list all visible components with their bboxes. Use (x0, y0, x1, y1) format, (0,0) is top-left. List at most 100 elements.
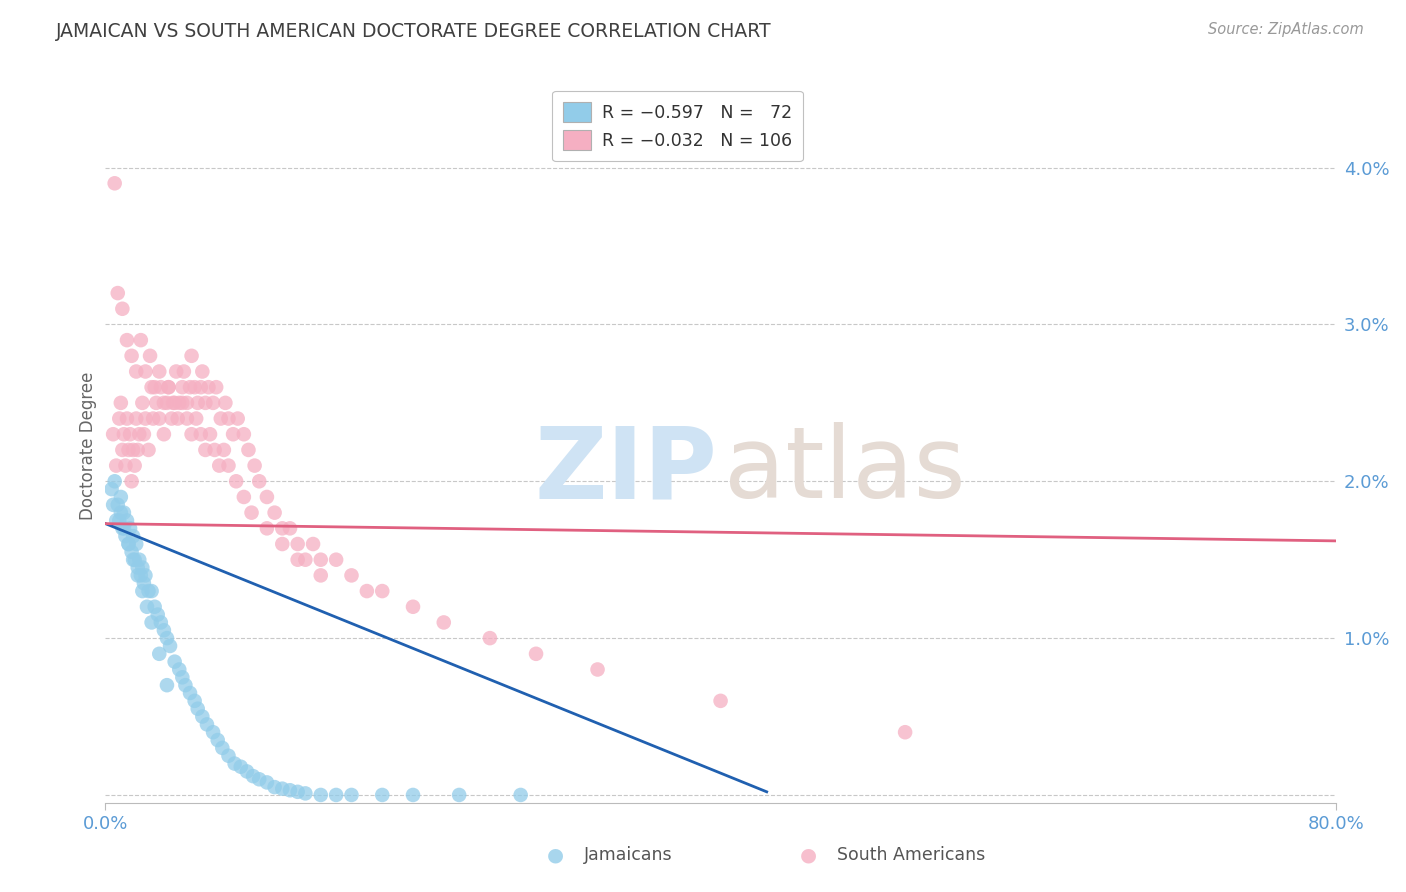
Point (128, 552, 150, 566)
Point (124, 552, 146, 566)
Point (179, 380, 201, 394)
Point (287, 552, 309, 566)
Point (114, 529, 136, 543)
Point (402, 599, 425, 614)
Point (120, 427, 141, 442)
Point (149, 615, 172, 630)
Text: Source: ZipAtlas.com: Source: ZipAtlas.com (1208, 22, 1364, 37)
Point (202, 725, 225, 739)
Point (138, 442, 160, 457)
Point (111, 442, 134, 457)
Point (122, 529, 145, 543)
Point (204, 442, 226, 457)
Point (191, 364, 214, 378)
Point (127, 568, 149, 582)
Point (128, 427, 150, 442)
Point (112, 427, 135, 442)
Point (117, 537, 139, 551)
Point (162, 396, 184, 410)
Point (232, 490, 254, 504)
Point (232, 427, 254, 442)
Point (197, 380, 219, 394)
Point (153, 396, 176, 410)
Point (271, 521, 294, 535)
Point (173, 364, 195, 378)
Point (129, 333, 152, 347)
Point (208, 458, 231, 473)
Point (180, 349, 202, 363)
Point (176, 396, 198, 410)
Point (101, 498, 124, 512)
Text: South Americans: South Americans (837, 846, 984, 863)
Point (125, 537, 148, 551)
Y-axis label: Doctorate Degree: Doctorate Degree (79, 372, 97, 520)
Point (433, 615, 456, 630)
Point (222, 427, 245, 442)
Point (247, 475, 270, 489)
Point (141, 615, 163, 630)
Point (105, 458, 128, 473)
Point (195, 717, 218, 731)
Point (127, 560, 149, 574)
Point (117, 537, 139, 551)
Point (229, 760, 252, 774)
Text: Jamaicans: Jamaicans (583, 846, 672, 863)
Point (586, 663, 609, 677)
Point (104, 176, 127, 190)
Point (174, 678, 197, 692)
Point (148, 411, 170, 425)
Point (121, 475, 143, 489)
Point (325, 788, 347, 802)
Point (115, 333, 138, 347)
Point (190, 380, 212, 394)
Point (110, 490, 132, 504)
Point (156, 396, 179, 410)
Point (478, 631, 501, 645)
Point (194, 396, 217, 410)
Point (183, 380, 205, 394)
Point (122, 552, 145, 566)
Point (159, 639, 181, 653)
Point (176, 411, 198, 425)
Point (139, 349, 162, 363)
Point (165, 364, 187, 378)
Point (110, 506, 132, 520)
Point (143, 380, 166, 394)
Point (187, 702, 209, 716)
Point (122, 442, 145, 457)
Point (194, 442, 217, 457)
Point (183, 694, 205, 708)
Point (214, 396, 236, 410)
Text: JAMAICAN VS SOUTH AMERICAN DOCTORATE DEGREE CORRELATION CHART: JAMAICAN VS SOUTH AMERICAN DOCTORATE DEG… (56, 22, 772, 41)
Point (169, 396, 191, 410)
Point (247, 772, 270, 787)
Point (202, 396, 225, 410)
Point (134, 568, 156, 582)
Point (271, 781, 294, 796)
Point (205, 380, 228, 394)
Point (107, 498, 129, 512)
Point (141, 584, 163, 599)
Point (111, 521, 134, 535)
Point (211, 740, 233, 755)
Point (224, 756, 246, 771)
Point (111, 301, 134, 316)
Point (156, 631, 179, 645)
Point (157, 380, 180, 394)
Point (172, 670, 194, 684)
Point (142, 411, 165, 425)
Point (225, 475, 247, 489)
Point (371, 584, 394, 599)
Point (125, 364, 148, 378)
Point (129, 568, 152, 582)
Point (153, 624, 176, 638)
Point (110, 396, 132, 410)
Point (302, 537, 325, 551)
Point (160, 411, 183, 425)
Point (710, 694, 733, 708)
Point (894, 725, 917, 739)
Point (402, 788, 425, 802)
Point (271, 537, 294, 551)
Point (105, 514, 128, 528)
Point (509, 788, 531, 802)
